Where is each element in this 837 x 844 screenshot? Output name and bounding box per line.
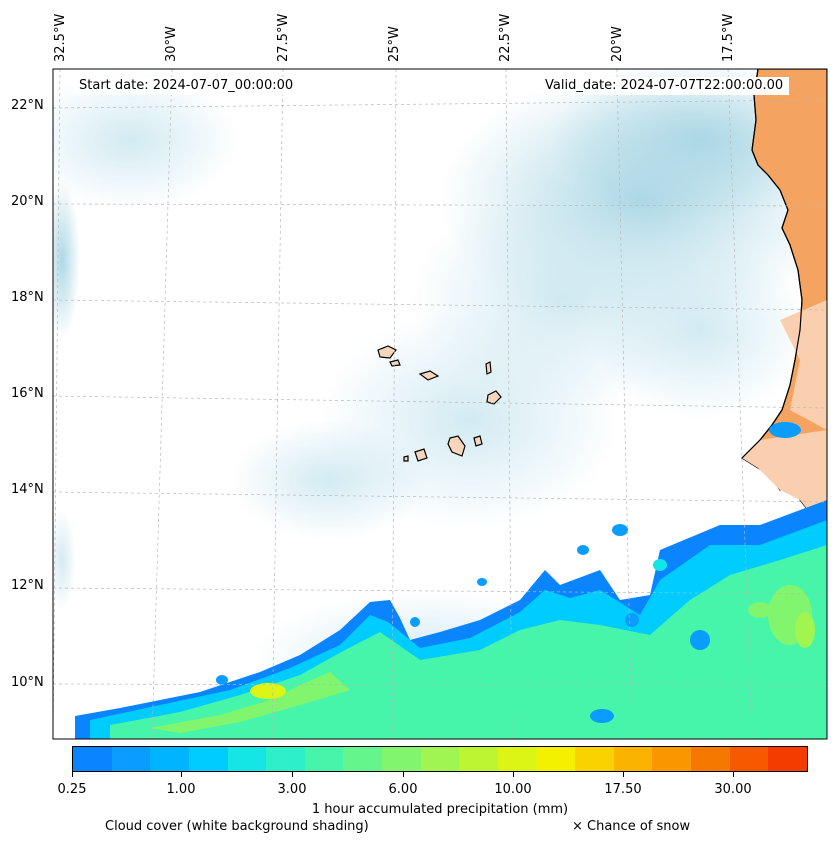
lon-label-17-5w: 17.5°W [721, 13, 736, 62]
colorbar-swatch [459, 747, 498, 771]
colorbar-label: 1 hour accumulated precipitation (mm) [311, 802, 569, 817]
lat-label-14n: 14°N [11, 482, 44, 497]
colorbar-swatch [343, 747, 382, 771]
lon-label-20w: 20°W [610, 26, 625, 62]
lat-label-18n: 18°N [11, 290, 44, 305]
cape-verde-islands [377, 345, 502, 462]
graticule [53, 69, 827, 739]
colorbar-swatch [536, 747, 576, 771]
colorbar-swatch [613, 747, 653, 771]
colorbar-swatch [691, 747, 730, 771]
lat-label-20n: 20°N [11, 194, 44, 209]
start-date-label: Start date: 2024-07-07_00:00:00 [73, 77, 300, 95]
colorbar-swatch [575, 747, 614, 771]
colorbar-tick-label: 10.00 [494, 782, 532, 797]
cloud-cover-note: Cloud cover (white background shading) [105, 819, 369, 834]
valid-date-label: Valid_date: 2024-07-07T22:00:00.00 [539, 77, 790, 95]
lat-label-16n: 16°N [11, 386, 44, 401]
colorbar-swatch [150, 747, 189, 771]
lon-label-27-5w: 27.5°W [276, 13, 291, 62]
colorbar-swatch [188, 747, 228, 771]
lon-label-22-5w: 22.5°W [498, 13, 513, 62]
lon-label-25w: 25°W [387, 26, 402, 62]
colorbar-swatch [420, 747, 460, 771]
colorbar-tick-label: 1.00 [166, 782, 196, 797]
precipitation-colorbar [72, 746, 808, 772]
colorbar-swatch [304, 747, 344, 771]
lat-label-10n: 10°N [11, 675, 44, 690]
colorbar-swatch [382, 747, 421, 771]
colorbar-swatch [768, 747, 807, 771]
colorbar-swatch [266, 747, 305, 771]
lat-label-22n: 22°N [11, 98, 44, 113]
colorbar-swatch [111, 747, 151, 771]
colorbar-tick-label: 30.00 [714, 782, 752, 797]
colorbar-swatch [729, 747, 769, 771]
lat-label-12n: 12°N [11, 578, 44, 593]
lon-label-30w: 30°W [164, 26, 179, 62]
colorbar-tick-label: 3.00 [277, 782, 307, 797]
colorbar-swatch [652, 747, 691, 771]
map-frame [52, 68, 828, 740]
precipitation-field [75, 422, 827, 739]
colorbar-swatch [227, 747, 267, 771]
colorbar-swatch [73, 747, 112, 771]
colorbar-tick-label: 6.00 [388, 782, 418, 797]
colorbar-tick-label: 17.50 [604, 782, 642, 797]
lon-label-32-5w: 32.5°W [53, 13, 68, 62]
colorbar-swatch [497, 747, 537, 771]
snow-chance-note: × Chance of snow [572, 819, 691, 834]
colorbar-tick-label: 0.25 [57, 782, 87, 797]
